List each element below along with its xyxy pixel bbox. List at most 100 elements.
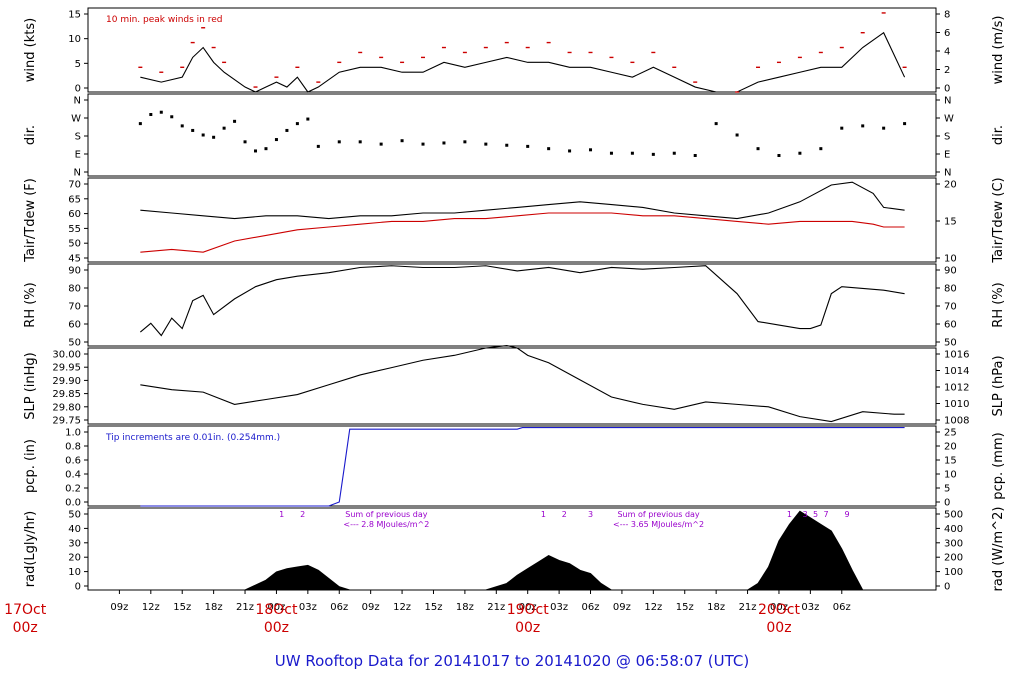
rh-right-tick-label: 90: [944, 266, 957, 277]
dir-right-title: dir.: [991, 125, 1006, 145]
dir-point: [442, 141, 446, 145]
dir-point: [295, 122, 299, 126]
slp-left-tick-label: 29.80: [52, 402, 81, 413]
rh-left-tick-label: 90: [68, 266, 81, 277]
temp-series-1: [140, 212, 905, 253]
x-tick-label: 18z: [456, 602, 474, 613]
temp-left-title: Tair/Tdew (F): [23, 178, 38, 263]
temp-left-tick-label: 50: [68, 239, 81, 250]
temp-left-tick-label: 60: [68, 209, 81, 220]
pcp-left-tick-label: 0.0: [65, 498, 81, 509]
dir-point: [243, 140, 247, 144]
dir-point: [589, 148, 593, 152]
x-tick-label: 15z: [424, 602, 442, 613]
x-tick-label: 18z: [205, 602, 223, 613]
dir-point: [484, 142, 488, 146]
x-tick-label: 09z: [362, 602, 380, 613]
rad-marker: 1: [279, 510, 284, 519]
slp-right-tick-label: 1008: [944, 416, 969, 427]
x-tick-label: 03z: [801, 602, 819, 613]
rh-right-title: RH (%): [991, 282, 1006, 327]
dir-point: [547, 147, 551, 151]
pcp-left-tick-label: 0.2: [65, 484, 81, 495]
rad-left-tick-label: 30: [68, 538, 81, 549]
dir-point: [400, 139, 404, 143]
dir-left-tick-label: N: [74, 96, 81, 107]
rad-note: Sum of previous day: [345, 510, 427, 519]
x-tick-label: 09z: [110, 602, 128, 613]
x-tick-label: 06z: [582, 602, 600, 613]
slp-right-tick-label: 1010: [944, 399, 969, 410]
x-tick-label: 00z: [267, 602, 285, 613]
rad-left-tick-label: 50: [68, 510, 81, 521]
dir-point: [149, 113, 153, 116]
dir-point: [138, 122, 142, 126]
dir-point: [735, 133, 739, 137]
dir-point: [264, 147, 268, 151]
pcp-right-tick-label: 25: [944, 428, 957, 439]
wind-left-tick-label: 5: [75, 59, 81, 70]
dir-right-tick-label: W: [944, 114, 954, 125]
panel-pcp: pcp. (in) pcp. (mm) 0.0 0.2 0.4 0.6 0.8 1.0 0 5 10…: [23, 425, 1006, 509]
dir-point: [693, 154, 697, 157]
slp-frame: [87, 347, 937, 425]
temp-left-tick-label: 65: [68, 194, 81, 205]
slp-series-0: [140, 344, 905, 423]
x-tick-label: 06z: [833, 602, 851, 613]
x-tick-label: 18z: [707, 602, 725, 613]
rad-marker: 3: [803, 510, 808, 519]
dir-point: [358, 140, 362, 144]
day-label-date: 18Oct: [255, 602, 298, 618]
dir-point: [201, 133, 205, 137]
day-label-hour: 00z: [766, 620, 791, 636]
pcp-left-tick-label: 0.8: [65, 442, 81, 453]
panel-wind: wind (kts) wind (m/s) 0 5 10 15 0 2 4 6 8 10 min. p…: [23, 7, 1006, 95]
temp-frame: [87, 177, 937, 263]
panel-rh: RH (%) RH (%) 50 60 70 80 90 50 60 70 80 90: [23, 263, 1006, 349]
slp-left-tick-label: 29.75: [52, 416, 81, 427]
rh-series-0: [139, 265, 905, 337]
day-label-date: 19Oct: [507, 602, 550, 618]
rad-right-tick-label: 400: [944, 524, 963, 535]
dir-point: [882, 126, 886, 130]
x-tick-label: 00z: [770, 602, 788, 613]
rad-marker: 3: [588, 510, 593, 519]
dir-point: [379, 142, 383, 146]
dir-point: [191, 128, 195, 132]
panel-temp: Tair/Tdew (F) Tair/Tdew (C) 45 50 55 60 65 70 10…: [23, 177, 1006, 264]
dir-point: [609, 151, 613, 155]
dir-left-tick-label: E: [75, 150, 81, 161]
pcp-right-tick-label: 5: [944, 484, 950, 495]
rad-marker: 5: [813, 510, 818, 519]
pcp-right-tick-label: 20: [944, 442, 957, 453]
wind-left-tick-label: 0: [75, 84, 81, 95]
dir-point: [714, 122, 718, 126]
rad-left-tick-label: 0: [75, 582, 81, 593]
temp-right-tick-label: 10: [944, 254, 957, 265]
pcp-left-tick-label: 0.4: [65, 470, 81, 481]
temp-series-0: [140, 181, 905, 220]
wind-left-title: wind (kts): [23, 18, 38, 82]
dir-point: [672, 151, 676, 155]
rh-left-tick-label: 70: [68, 302, 81, 313]
rad-marker: 7: [824, 510, 829, 519]
dir-point: [306, 117, 310, 121]
slp-right-title: SLP (hPa): [991, 355, 1006, 416]
x-tick-label: 21z: [739, 602, 757, 613]
rad-series-0: [244, 510, 864, 591]
temp-right-tick-label: 20: [944, 180, 957, 191]
dir-left-tick-label: W: [71, 114, 81, 125]
wind-right-tick-label: 8: [944, 10, 950, 21]
x-tick-label: 12z: [393, 602, 411, 613]
pcp-left-title: pcp. (in): [23, 439, 38, 493]
dir-point: [463, 140, 467, 144]
pcp-right-title: pcp. (mm): [991, 432, 1006, 499]
rh-left-title: RH (%): [23, 282, 38, 327]
x-axis: 09z 12z 15z 18z 21z 00z 03z 06z 09z 12z 15z 18z 21z 0…: [4, 590, 851, 636]
dir-right-tick-label: E: [944, 150, 950, 161]
rad-note: Sum of previous day: [617, 510, 699, 519]
temp-left-tick-label: 70: [68, 180, 81, 191]
footer-title: UW Rooftop Data for 20141017 to 20141020…: [275, 652, 749, 670]
